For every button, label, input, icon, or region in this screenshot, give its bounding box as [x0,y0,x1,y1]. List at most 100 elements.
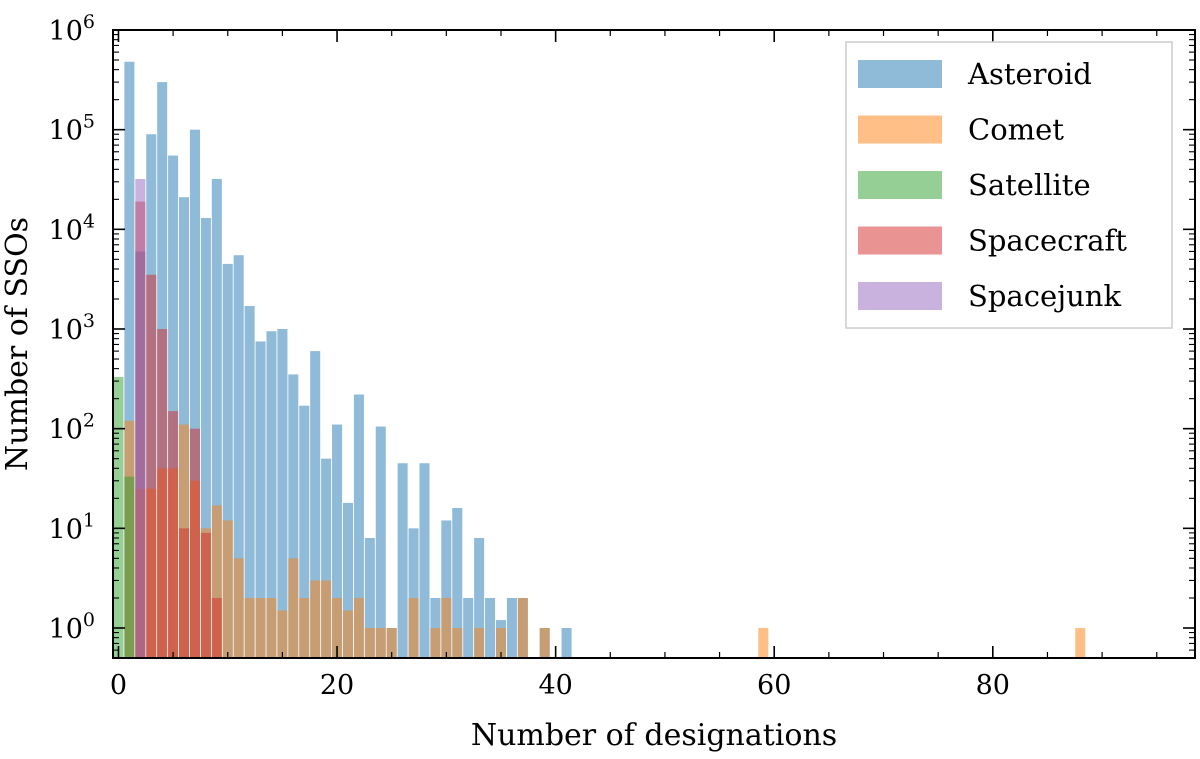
bar-comet-20 [332,597,343,658]
bar-comet-9 [211,505,222,658]
x-tick-label: 80 [976,670,1010,701]
legend: Asteroid Comet Satellite Spacecraft Spacejun… [845,41,1173,329]
x-axis-label: Number of designations [471,718,837,753]
bar-satellite-0 [113,376,124,658]
bar-satellite-1 [124,476,135,658]
bar-spacecraft-5 [168,411,179,658]
y-tick-labels: 100 101 102 103 104 105 106 [49,11,95,645]
bar-comet-17 [299,597,310,658]
legend-entry-satellite: Satellite [858,168,1091,202]
bar-comet-59 [758,628,769,658]
bar-comet-14 [266,597,277,658]
legend-label: Asteroid [967,57,1092,91]
bar-comet-24 [375,628,386,658]
bar-comet-13 [255,597,266,658]
bar-spacecraft-7 [189,428,200,658]
bar-comet-21 [342,610,353,658]
bar-comet-16 [288,558,299,658]
legend-swatch [858,115,942,144]
legend-entries: Asteroid Comet Satellite Spacecraft Spacejun… [858,57,1127,313]
bar-comet-23 [364,628,375,658]
legend-label: Spacejunk [968,279,1121,313]
bar-comet-19 [321,580,332,658]
y-tick-label: 103 [49,310,95,346]
legend-entry-comet: Comet [858,113,1064,147]
x-tick-label: 60 [757,670,791,701]
y-tick-label: 102 [49,410,95,446]
x-tick-label: 0 [110,670,127,701]
legend-entry-spacecraft: Spacecraft [858,224,1127,258]
legend-label: Comet [968,113,1064,147]
bar-comet-22 [353,597,364,658]
bar-asteroid-15 [277,329,288,658]
y-tick-label: 104 [49,210,95,246]
y-tick-label: 106 [49,11,95,47]
y-tick-label: 105 [49,111,95,147]
bar-asteroid-1 [124,61,135,658]
bar-asteroid-8 [200,217,211,659]
bar-comet-11 [233,558,244,658]
bar-spacecraft-9 [211,597,222,658]
bar-comet-15 [277,610,288,658]
bar-spacecraft-3 [146,274,157,658]
bar-asteroid-5 [168,155,179,659]
x-tick-label: 40 [538,670,572,701]
bar-asteroid-7 [189,129,200,659]
bar-asteroid-20 [332,424,343,658]
bar-spacecraft-8 [200,532,211,658]
bar-comet-18 [310,580,321,658]
bar-asteroid-28 [419,463,430,658]
bar-asteroid-27 [408,528,419,658]
bar-spacejunk-2 [135,178,146,659]
legend-swatch [858,60,942,88]
y-axis-label: Number of SSOs [0,217,35,471]
bar-asteroid-16 [288,374,299,658]
bar-comet-25 [386,628,397,658]
bars-layer [113,61,1086,659]
legend-swatch [858,282,942,310]
bar-asteroid-29 [430,597,441,658]
y-tick-label: 101 [49,509,95,545]
legend-label: Spacecraft [968,224,1127,258]
legend-swatch [858,226,942,255]
legend-label: Satellite [968,168,1091,202]
ticks-layer [113,29,1195,659]
bar-spacecraft-6 [179,528,190,658]
bar-asteroid-18 [310,351,321,658]
bar-comet-37 [517,597,528,658]
bar-asteroid-41 [561,628,572,658]
bar-asteroid-36 [506,597,517,658]
bar-comet-88 [1075,628,1086,658]
bar-comet-35 [495,628,507,658]
bar-asteroid-22 [353,394,364,658]
legend-entry-asteroid: Asteroid [858,57,1092,91]
bar-asteroid-13 [255,341,266,658]
bar-asteroid-10 [222,263,233,658]
bar-asteroid-33 [474,537,485,658]
bar-comet-27 [408,597,419,658]
bar-comet-10 [222,520,233,658]
bar-asteroid-34 [485,597,496,658]
bar-asteroid-9 [211,178,222,659]
bar-asteroid-30 [441,520,452,658]
bar-asteroid-21 [342,502,353,658]
x-tick-labels: 0 20 40 60 80 [110,670,1010,701]
bar-asteroid-32 [463,597,474,658]
bar-asteroid-24 [375,426,386,658]
bar-comet-33 [474,628,485,658]
bar-asteroid-23 [364,537,375,658]
bar-asteroid-26 [397,463,408,658]
bar-comet-29 [430,628,441,658]
x-tick-label: 20 [320,670,354,701]
bar-asteroid-11 [233,255,244,658]
bar-spacecraft-4 [157,329,168,658]
bar-asteroid-31 [452,507,463,658]
bar-comet-31 [452,628,463,658]
bar-comet-12 [244,597,255,658]
bar-asteroid-12 [244,306,255,658]
y-tick-label: 100 [49,609,95,645]
legend-swatch [858,171,942,199]
legend-entry-spacejunk: Spacejunk [858,279,1121,313]
bar-comet-30 [441,597,452,658]
